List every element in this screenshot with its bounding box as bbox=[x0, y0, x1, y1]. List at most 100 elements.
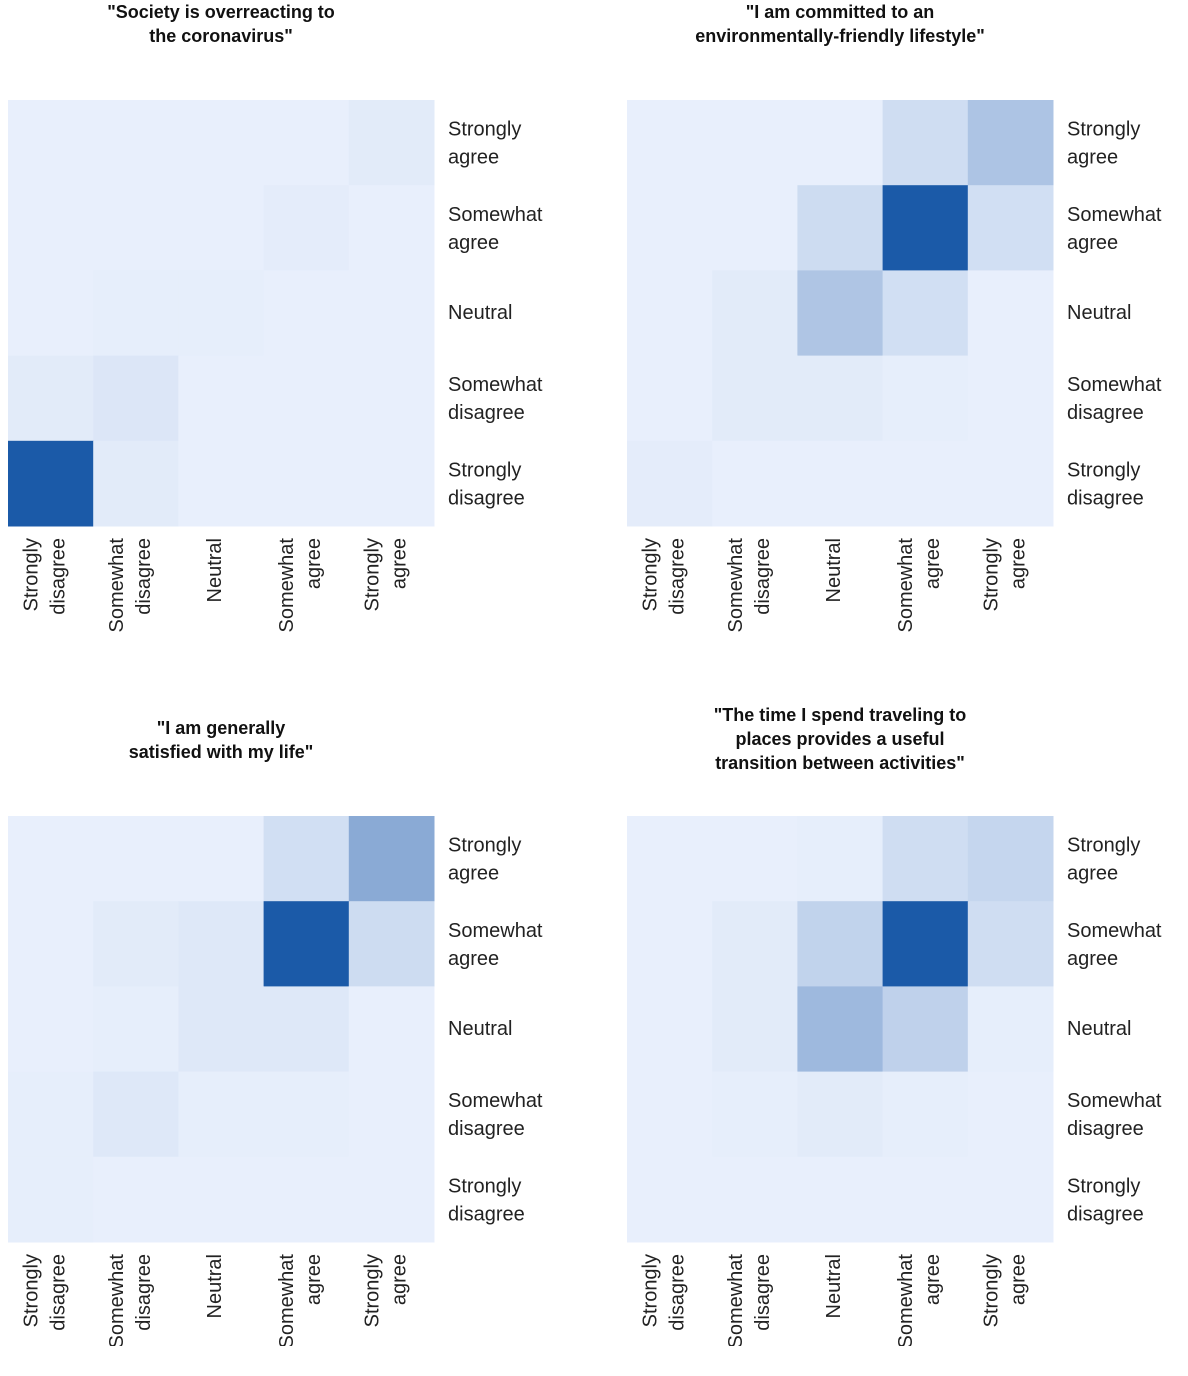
x-tick-label: Strongly bbox=[361, 1254, 383, 1327]
x-tick-label: Somewhat bbox=[895, 1254, 917, 1346]
heatmap-cell bbox=[882, 1071, 969, 1158]
heatmap-cell bbox=[8, 1156, 94, 1243]
heatmap-cell bbox=[348, 100, 435, 186]
heatmap-cell bbox=[8, 440, 94, 527]
heatmap-panel-4: "The time I spend traveling to places pro… bbox=[619, 700, 1188, 1360]
heatmap-cell bbox=[263, 986, 350, 1073]
heatmap-cell bbox=[967, 185, 1054, 271]
chart-title-line: transition between activities" bbox=[715, 753, 965, 773]
chart-title-line: "Society is overreacting to bbox=[107, 2, 335, 22]
heatmap-cell bbox=[93, 816, 179, 902]
heatmap-cell bbox=[348, 185, 435, 271]
y-tick-label: disagree bbox=[1067, 1203, 1144, 1225]
heatmap-cell bbox=[93, 901, 179, 987]
heatmap-cell bbox=[178, 1156, 265, 1243]
heatmap-cell bbox=[8, 100, 94, 186]
x-tick-label: agree bbox=[1007, 1254, 1029, 1305]
x-tick-label: disagree bbox=[752, 1254, 774, 1331]
heatmap-cell bbox=[627, 1156, 713, 1243]
y-tick-label: Neutral bbox=[1067, 302, 1131, 324]
heatmap-cell bbox=[348, 986, 435, 1073]
heatmap-cell bbox=[797, 355, 884, 442]
y-tick-label: Strongly bbox=[448, 835, 521, 857]
heatmap-cell bbox=[178, 100, 265, 186]
heatmap-cell bbox=[348, 901, 435, 987]
y-tick-label: agree bbox=[448, 863, 499, 885]
x-tick-label: Strongly bbox=[980, 1254, 1002, 1327]
heatmap-cell bbox=[797, 270, 884, 357]
y-tick-label: Strongly bbox=[1067, 119, 1140, 141]
heatmap-cell bbox=[712, 270, 798, 357]
heatmap-cell bbox=[797, 440, 884, 527]
heatmap-panel-1: "Society is overreacting to the coronavir… bbox=[0, 0, 590, 660]
heatmap-cell bbox=[882, 440, 969, 527]
x-tick-label: Neutral bbox=[823, 538, 845, 602]
x-tick-label: agree bbox=[388, 1254, 410, 1305]
y-tick-label: disagree bbox=[1067, 487, 1144, 509]
heatmap-cell bbox=[882, 185, 969, 271]
heatmap-cell bbox=[178, 440, 265, 527]
y-tick-label: Strongly bbox=[1067, 1175, 1140, 1197]
heatmap-cell bbox=[263, 1071, 350, 1158]
heatmap-cell bbox=[263, 440, 350, 527]
heatmap-cell bbox=[627, 100, 713, 186]
heatmap-cell bbox=[348, 1156, 435, 1243]
x-tick-label: disagree bbox=[133, 538, 155, 615]
heatmap-cell bbox=[263, 100, 350, 186]
x-tick-label: disagree bbox=[752, 538, 774, 615]
heatmap-svg-4: "The time I spend traveling to places pro… bbox=[627, 705, 1162, 1346]
x-tick-label: Somewhat bbox=[106, 1254, 128, 1346]
y-tick-label: disagree bbox=[448, 487, 525, 509]
heatmap-panel-2: "I am committed to an environmentally-fri… bbox=[619, 0, 1188, 660]
x-tick-label: Strongly bbox=[640, 1254, 662, 1327]
heatmap-cell bbox=[93, 440, 179, 527]
y-tick-label: Somewhat bbox=[1067, 204, 1162, 226]
heatmap-cell bbox=[8, 1071, 94, 1158]
heatmap-cell bbox=[712, 1071, 798, 1158]
x-tick-label: Strongly bbox=[980, 538, 1002, 611]
heatmap-cell bbox=[263, 901, 350, 987]
heatmap-cell bbox=[882, 816, 969, 902]
heatmap-cell bbox=[967, 986, 1054, 1073]
heatmap-cell bbox=[93, 100, 179, 186]
heatmap-cell bbox=[712, 100, 798, 186]
chart-title-line: "I am generally bbox=[157, 718, 286, 738]
y-tick-label: Strongly bbox=[448, 1175, 521, 1197]
heatmap-cell bbox=[8, 270, 94, 357]
y-tick-label: Somewhat bbox=[448, 1090, 543, 1112]
x-tick-label: agree bbox=[922, 538, 944, 589]
heatmap-cell bbox=[797, 901, 884, 987]
x-tick-label: disagree bbox=[48, 1254, 70, 1331]
y-tick-label: disagree bbox=[448, 1203, 525, 1225]
x-tick-label: Somewhat bbox=[276, 1254, 298, 1346]
heatmap-cell bbox=[93, 1071, 179, 1158]
heatmap-cell bbox=[178, 185, 265, 271]
heatmap-cell bbox=[627, 440, 713, 527]
y-tick-label: agree bbox=[448, 232, 499, 254]
heatmap-cell bbox=[627, 185, 713, 271]
y-tick-label: agree bbox=[1067, 863, 1118, 885]
y-tick-label: agree bbox=[448, 948, 499, 970]
heatmap-cell bbox=[8, 901, 94, 987]
heatmap-cell bbox=[797, 100, 884, 186]
y-tick-label: Somewhat bbox=[1067, 374, 1162, 396]
heatmap-cell bbox=[797, 185, 884, 271]
x-tick-label: Strongly bbox=[21, 538, 43, 611]
heatmap-cell bbox=[712, 355, 798, 442]
heatmap-cell bbox=[797, 986, 884, 1073]
x-tick-label: agree bbox=[388, 538, 410, 589]
y-tick-label: Somewhat bbox=[1067, 920, 1162, 942]
chart-title-line: "The time I spend traveling to bbox=[714, 705, 967, 725]
heatmap-cell bbox=[8, 355, 94, 442]
y-tick-label: Neutral bbox=[448, 302, 512, 324]
heatmap-cell bbox=[627, 355, 713, 442]
y-tick-label: disagree bbox=[448, 1118, 525, 1140]
heatmap-cell bbox=[797, 816, 884, 902]
heatmap-cell bbox=[797, 1156, 884, 1243]
x-tick-label: Somewhat bbox=[276, 538, 298, 633]
x-tick-label: Somewhat bbox=[106, 538, 128, 633]
y-tick-label: disagree bbox=[1067, 402, 1144, 424]
heatmap-cell bbox=[178, 986, 265, 1073]
heatmap-cell bbox=[263, 185, 350, 271]
heatmap-cell bbox=[263, 1156, 350, 1243]
